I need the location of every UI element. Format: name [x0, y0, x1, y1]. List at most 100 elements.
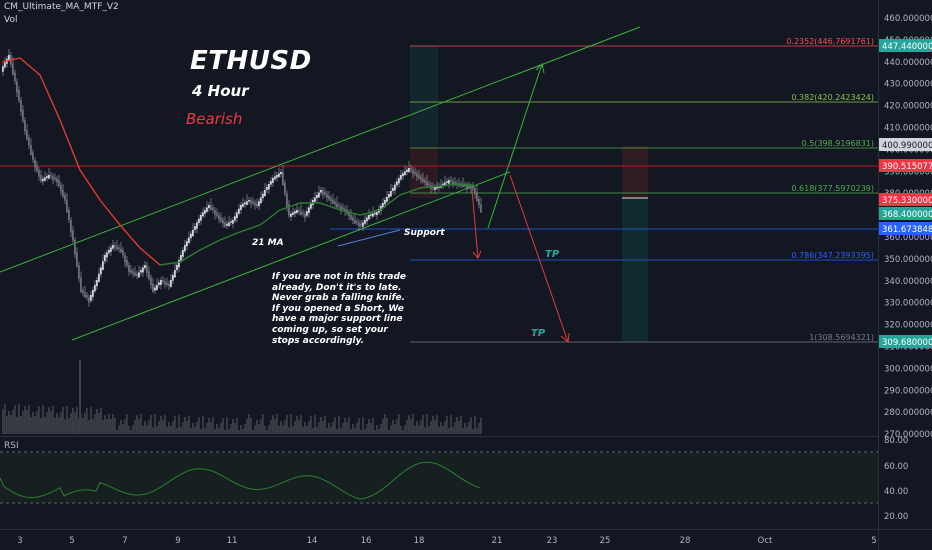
candle-body[interactable]: [366, 217, 368, 222]
candle-body[interactable]: [384, 200, 386, 205]
candle-body[interactable]: [184, 245, 186, 252]
candle-body[interactable]: [196, 222, 198, 229]
candle-body[interactable]: [416, 173, 418, 177]
candle-body[interactable]: [150, 277, 152, 285]
candle-body[interactable]: [436, 186, 438, 189]
candle-body[interactable]: [116, 246, 118, 250]
candle-body[interactable]: [460, 184, 462, 186]
candle-body[interactable]: [278, 173, 280, 177]
candle-body[interactable]: [234, 216, 236, 221]
candle-body[interactable]: [2, 66, 4, 72]
candle-body[interactable]: [170, 280, 172, 287]
candle-body[interactable]: [66, 200, 68, 213]
candle-body[interactable]: [108, 250, 110, 254]
candle-body[interactable]: [288, 204, 290, 216]
rsi-label[interactable]: RSI: [4, 441, 19, 451]
candle-body[interactable]: [168, 283, 170, 287]
candle-body[interactable]: [48, 175, 50, 179]
candle-body[interactable]: [352, 217, 354, 221]
candle-body[interactable]: [186, 241, 188, 247]
candle-body[interactable]: [74, 240, 76, 255]
candle-body[interactable]: [72, 230, 74, 241]
candle-body[interactable]: [78, 265, 80, 279]
candle-body[interactable]: [76, 252, 78, 267]
candle-body[interactable]: [44, 177, 46, 181]
candle-body[interactable]: [454, 182, 456, 185]
candle-body[interactable]: [88, 297, 90, 303]
candle-body[interactable]: [466, 185, 468, 189]
candle-body[interactable]: [250, 200, 252, 204]
candle-body[interactable]: [472, 187, 474, 190]
candle-body[interactable]: [236, 212, 238, 219]
candle-body[interactable]: [86, 295, 88, 298]
candle-body[interactable]: [200, 215, 202, 221]
candle-body[interactable]: [122, 250, 124, 255]
candle-body[interactable]: [474, 188, 476, 195]
candle-body[interactable]: [268, 184, 270, 190]
candle-body[interactable]: [4, 62, 6, 68]
candle-body[interactable]: [24, 120, 26, 132]
candle-body[interactable]: [154, 287, 156, 291]
candle-body[interactable]: [334, 201, 336, 204]
candle-body[interactable]: [166, 282, 168, 285]
bearish-projection-arrow[interactable]: [509, 174, 569, 343]
candle-body[interactable]: [330, 198, 332, 201]
candle-body[interactable]: [206, 207, 208, 212]
candle-body[interactable]: [390, 191, 392, 197]
candle-body[interactable]: [410, 168, 412, 170]
candle-body[interactable]: [284, 182, 286, 194]
candle-body[interactable]: [18, 90, 20, 101]
candle-body[interactable]: [398, 178, 400, 184]
candle-body[interactable]: [336, 203, 338, 208]
candle-body[interactable]: [228, 222, 230, 227]
candle-body[interactable]: [328, 196, 330, 200]
candle-body[interactable]: [214, 210, 216, 215]
candle-body[interactable]: [152, 283, 154, 292]
candle-body[interactable]: [476, 193, 478, 201]
candle-body[interactable]: [210, 205, 212, 210]
candle-body[interactable]: [26, 130, 28, 140]
candle-body[interactable]: [240, 205, 242, 210]
candle-body[interactable]: [222, 220, 224, 224]
candle-body[interactable]: [56, 178, 58, 182]
candle-body[interactable]: [16, 81, 18, 93]
candle-body[interactable]: [20, 100, 22, 112]
candle-body[interactable]: [344, 208, 346, 212]
candle-body[interactable]: [262, 193, 264, 199]
candle-body[interactable]: [134, 272, 136, 276]
candle-body[interactable]: [36, 165, 38, 171]
candle-body[interactable]: [462, 184, 464, 188]
candle-body[interactable]: [164, 281, 166, 285]
ma-curve-green[interactable]: [159, 183, 479, 266]
candle-body[interactable]: [182, 250, 184, 257]
candle-body[interactable]: [138, 272, 140, 278]
candle-body[interactable]: [318, 192, 320, 198]
candle-body[interactable]: [90, 295, 92, 301]
candle-body[interactable]: [8, 55, 10, 61]
candle-body[interactable]: [12, 63, 14, 75]
candle-body[interactable]: [192, 230, 194, 237]
candle-body[interactable]: [220, 217, 222, 222]
candle-body[interactable]: [420, 176, 422, 180]
candle-body[interactable]: [442, 183, 444, 186]
candle-body[interactable]: [388, 194, 390, 198]
candle-body[interactable]: [376, 212, 378, 216]
candle-body[interactable]: [266, 187, 268, 190]
candle-body[interactable]: [100, 267, 102, 275]
candle-body[interactable]: [104, 255, 106, 262]
indicator-label[interactable]: CM_Ultimate_MA_MTF_V2: [4, 2, 119, 12]
candle-body[interactable]: [14, 72, 16, 82]
candle-body[interactable]: [244, 202, 246, 205]
candle-body[interactable]: [424, 180, 426, 183]
candle-body[interactable]: [188, 237, 190, 244]
candle-body[interactable]: [480, 204, 482, 213]
candle-body[interactable]: [370, 214, 372, 216]
candle-body[interactable]: [146, 265, 148, 274]
candle-body[interactable]: [248, 200, 250, 202]
candle-body[interactable]: [276, 175, 278, 178]
candle-body[interactable]: [342, 207, 344, 210]
candle-body[interactable]: [406, 169, 408, 173]
candle-body[interactable]: [322, 190, 324, 195]
candle-body[interactable]: [80, 277, 82, 292]
candle-body[interactable]: [362, 222, 364, 227]
